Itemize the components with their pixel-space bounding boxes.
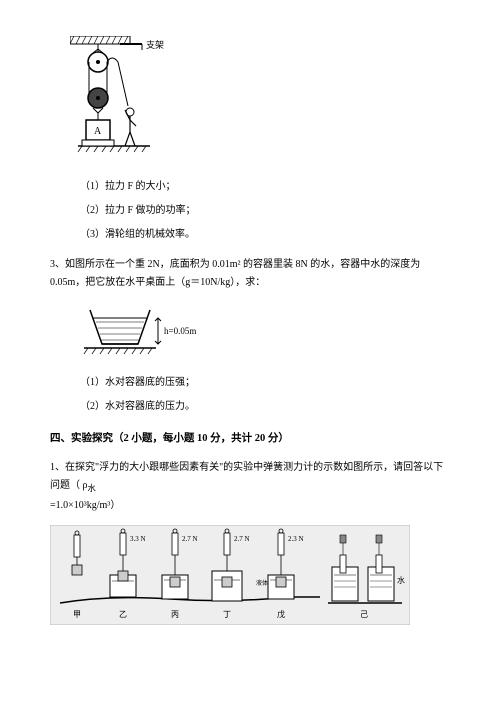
problem-4-1-sub: 水 [88, 484, 96, 493]
figure-experiment: 甲 3.3 N 乙 2.7 N 丙 [50, 525, 450, 625]
depth-label: h=0.05m [164, 326, 196, 336]
problem-4-1: 1、在探究"浮力的大小跟哪些因素有关"的实验中弹簧测力计的示数如图所示，请回答以… [50, 459, 450, 515]
reading-4: 2.7 N [234, 535, 250, 543]
q1-1: （1）拉力 F 的大小； [80, 178, 450, 196]
problem-3-text: 3、如图所示在一个重 2N，底面积为 0.01m² 的容器里装 8N 的水，容器… [50, 259, 420, 288]
problem-3: 3、如图所示在一个重 2N，底面积为 0.01m² 的容器里装 8N 的水，容器… [50, 256, 450, 292]
reading-2: 3.3 N [130, 535, 146, 543]
q1-3: （3）滑轮组的机械效率。 [80, 226, 450, 244]
container-svg: h=0.05m [80, 302, 220, 362]
figure-container: h=0.05m [80, 302, 450, 362]
reading-3: 2.7 N [182, 535, 198, 543]
label-jia: 甲 [73, 610, 81, 619]
reading-5: 2.3 N [288, 535, 304, 543]
section-4-header: 四、实验探究（2 小题，每小题 10 分，共计 20 分） [50, 430, 450, 449]
q2-1: （1）水对容器底的压强； [80, 374, 450, 392]
question-list-1: （1）拉力 F 的大小； （2）拉力 F 做功的功率； （3）滑轮组的机械效率。 [80, 178, 450, 244]
label-bing: 丙 [171, 610, 179, 619]
experiment-svg: 甲 3.3 N 乙 2.7 N 丙 [50, 525, 410, 625]
q1-2: （2）拉力 F 做功的功率； [80, 202, 450, 220]
svg-text:液体: 液体 [256, 579, 268, 587]
label-ding: 丁 [223, 610, 231, 619]
figure-pulley: 支架 A [70, 36, 450, 166]
bracket-label: 支架 [146, 39, 164, 50]
block-a-label: A [94, 126, 102, 137]
label-ji: 己 [360, 610, 368, 619]
label-wu: 戊 [277, 609, 285, 619]
water-label: 水 [397, 575, 405, 585]
question-list-2: （1）水对容器底的压强； （2）水对容器底的压力。 [80, 374, 450, 416]
label-yi: 乙 [119, 610, 127, 619]
q2-2: （2）水对容器底的压力。 [80, 398, 450, 416]
problem-4-1-text-a: 1、在探究"浮力的大小跟哪些因素有关"的实验中弹簧测力计的示数如图所示，请回答以… [50, 462, 443, 491]
problem-4-1-text-b: =1.0×10³kg/m³） [50, 497, 450, 515]
pulley-svg: 支架 A [70, 36, 180, 166]
